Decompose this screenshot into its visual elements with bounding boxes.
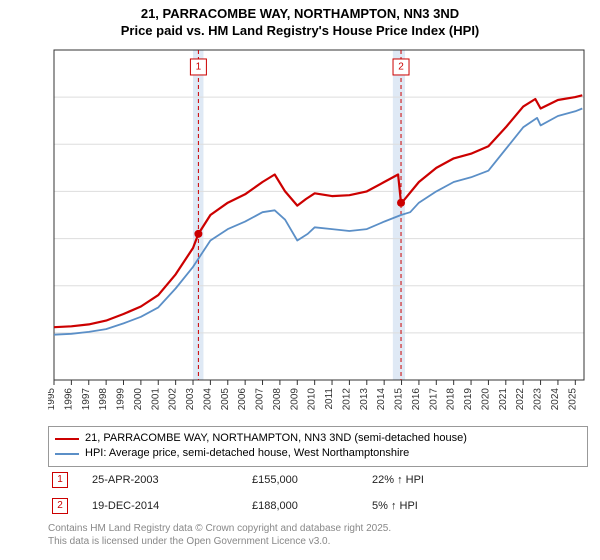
svg-text:2003: 2003 (185, 388, 196, 411)
legend-item: 21, PARRACOMBE WAY, NORTHAMPTON, NN3 3ND… (55, 431, 581, 446)
svg-text:2021: 2021 (498, 388, 509, 411)
chart-title: 21, PARRACOMBE WAY, NORTHAMPTON, NN3 3ND… (0, 0, 600, 40)
title-line2: Price paid vs. HM Land Registry's House … (0, 23, 600, 40)
svg-text:2019: 2019 (463, 388, 474, 411)
footer-line2: This data is licensed under the Open Gov… (48, 535, 391, 548)
svg-text:1996: 1996 (63, 388, 74, 411)
sale-price: £188,000 (252, 500, 372, 512)
svg-text:2012: 2012 (341, 388, 352, 411)
svg-text:2006: 2006 (237, 388, 248, 411)
svg-text:2010: 2010 (307, 388, 318, 411)
svg-text:1995: 1995 (48, 388, 57, 411)
footer-line1: Contains HM Land Registry data © Crown c… (48, 522, 391, 535)
svg-text:2023: 2023 (533, 388, 544, 411)
svg-text:2007: 2007 (255, 388, 266, 411)
svg-text:2018: 2018 (446, 388, 457, 411)
sale-date: 19-DEC-2014 (92, 500, 252, 512)
sale-date: 25-APR-2003 (92, 474, 252, 486)
sale-event-row: 2 19-DEC-2014£188,0005% ↑ HPI (48, 494, 588, 520)
svg-text:2011: 2011 (324, 388, 335, 410)
sale-vs-hpi: 5% ↑ HPI (372, 500, 492, 512)
footer-attribution: Contains HM Land Registry data © Crown c… (48, 522, 391, 548)
svg-text:2020: 2020 (480, 388, 491, 411)
svg-text:2000: 2000 (133, 388, 144, 411)
svg-text:2025: 2025 (567, 388, 578, 411)
title-line1: 21, PARRACOMBE WAY, NORTHAMPTON, NN3 3ND (0, 6, 600, 23)
svg-text:2017: 2017 (428, 388, 439, 411)
svg-text:2002: 2002 (168, 388, 179, 411)
legend-swatch (55, 453, 79, 455)
legend-swatch (55, 438, 79, 440)
svg-text:2004: 2004 (202, 388, 213, 411)
svg-text:2009: 2009 (289, 388, 300, 411)
svg-text:2005: 2005 (220, 388, 231, 411)
sale-price: £155,000 (252, 474, 372, 486)
chart-container: 21, PARRACOMBE WAY, NORTHAMPTON, NN3 3ND… (0, 0, 600, 560)
svg-text:1997: 1997 (81, 388, 92, 411)
sale-event-row: 1 25-APR-2003£155,00022% ↑ HPI (48, 468, 588, 494)
svg-text:2016: 2016 (411, 388, 422, 411)
svg-text:1998: 1998 (98, 388, 109, 411)
svg-text:2015: 2015 (394, 388, 405, 411)
legend: 21, PARRACOMBE WAY, NORTHAMPTON, NN3 3ND… (48, 426, 588, 467)
legend-label: 21, PARRACOMBE WAY, NORTHAMPTON, NN3 3ND… (85, 431, 467, 446)
sale-marker-badge: 1 (52, 472, 68, 488)
svg-text:2: 2 (398, 61, 404, 72)
legend-label: HPI: Average price, semi-detached house,… (85, 446, 409, 461)
svg-text:2024: 2024 (550, 388, 561, 411)
svg-text:2014: 2014 (376, 388, 387, 411)
sale-vs-hpi: 22% ↑ HPI (372, 474, 492, 486)
sale-marker-badge: 2 (52, 498, 68, 514)
chart-plot-area: £0£50K£100K£150K£200K£250K£300K£350K1995… (48, 46, 588, 416)
svg-text:2013: 2013 (359, 388, 370, 411)
line-chart-svg: £0£50K£100K£150K£200K£250K£300K£350K1995… (48, 46, 588, 416)
svg-text:1: 1 (196, 61, 202, 72)
svg-text:1999: 1999 (116, 388, 127, 411)
svg-text:2022: 2022 (515, 388, 526, 411)
sale-events-table: 1 25-APR-2003£155,00022% ↑ HPI 2 19-DEC-201… (48, 468, 588, 520)
svg-text:2001: 2001 (150, 388, 161, 411)
svg-text:2008: 2008 (272, 388, 283, 411)
legend-item: HPI: Average price, semi-detached house,… (55, 446, 581, 461)
